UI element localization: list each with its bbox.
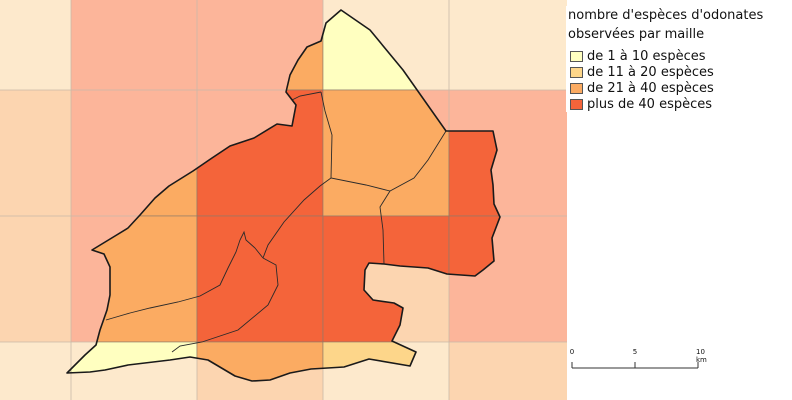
- legend-item: plus de 40 espèces: [566, 96, 790, 112]
- grid-cell: [0, 342, 71, 400]
- grid-cell: [0, 216, 71, 342]
- legend: nombre d'espèces d'odonates observées pa…: [566, 6, 790, 112]
- legend-label: de 11 à 20 espèces: [587, 64, 714, 80]
- legend-label: de 21 à 40 espèces: [587, 80, 714, 96]
- department-cell: [322, 89, 450, 217]
- grid-cell: [0, 0, 71, 90]
- scale-label: 0: [569, 348, 575, 356]
- legend-title-line1: nombre d'espèces d'odonates: [568, 8, 764, 23]
- legend-title: nombre d'espèces d'odonates observées pa…: [568, 6, 790, 44]
- legend-swatch: [570, 66, 583, 78]
- department-outline: [66, 9, 501, 382]
- legend-swatch: [570, 98, 583, 110]
- legend-label: plus de 40 espèces: [587, 96, 713, 112]
- scale-bar-graphic: [571, 362, 699, 369]
- legend-swatch: [570, 50, 583, 62]
- scale-label: 10 km: [696, 348, 707, 364]
- legend-item: de 21 à 40 espèces: [566, 80, 790, 96]
- legend-item: de 11 à 20 espèces: [566, 64, 790, 80]
- grid-cell: [449, 342, 567, 400]
- legend-swatch: [570, 82, 583, 94]
- department-cell: [196, 215, 324, 343]
- grid-cell: [71, 0, 197, 90]
- grid-cell: [0, 90, 71, 216]
- grid-cell: [449, 0, 567, 90]
- scale-bar: 0 5 10 km: [566, 348, 726, 378]
- legend-item: de 1 à 10 espèces: [566, 48, 790, 64]
- legend-label: de 1 à 10 espèces: [587, 48, 706, 64]
- scale-label: 5: [632, 348, 638, 356]
- legend-title-line2: observées par maille: [568, 27, 705, 42]
- commune-boundaries: [105, 91, 447, 353]
- legend-items: de 1 à 10 espèces de 11 à 20 espèces de 21…: [566, 48, 790, 112]
